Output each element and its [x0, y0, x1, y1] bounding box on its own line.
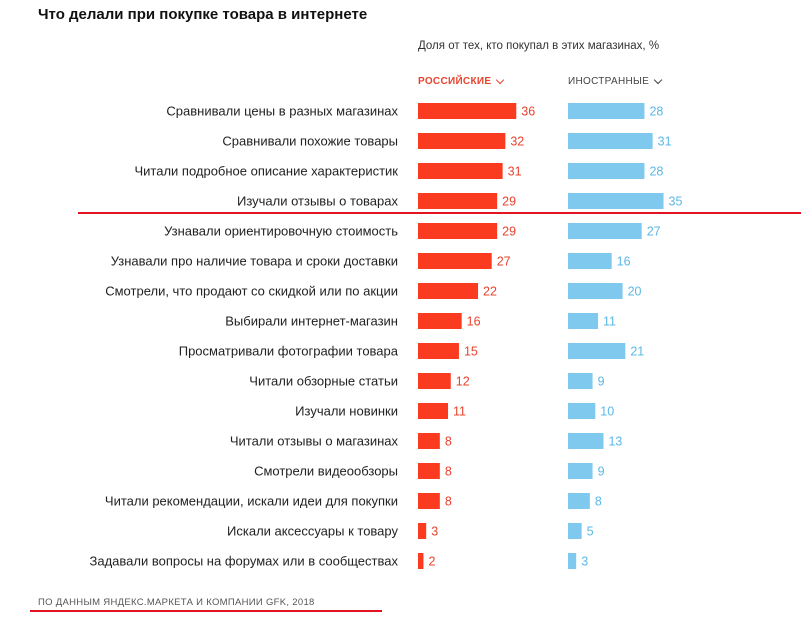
bar-foreign	[568, 103, 645, 119]
bar-foreign	[568, 403, 596, 419]
foreign-column-toggle[interactable]: ИНОСТРАННЫЕ	[568, 75, 663, 87]
value-label-russian: 2	[428, 555, 435, 569]
bar-foreign	[568, 163, 645, 179]
bar-russian	[418, 523, 427, 539]
bar-foreign	[568, 283, 623, 299]
value-label-russian: 31	[508, 165, 522, 179]
category-label: Читали отзывы о магазинах	[230, 434, 399, 449]
value-label-russian: 22	[483, 285, 497, 299]
category-label: Узнавали про наличие товара и сроки дост…	[111, 254, 398, 269]
value-label-foreign: 9	[598, 465, 605, 479]
value-label-foreign: 8	[595, 495, 602, 509]
value-label-russian: 29	[502, 225, 516, 239]
value-label-foreign: 13	[608, 435, 622, 449]
bar-foreign	[568, 493, 590, 509]
russian-column-toggle[interactable]: РОССИЙСКИЕ	[418, 75, 505, 87]
value-label-foreign: 31	[658, 135, 672, 149]
bar-russian	[418, 193, 498, 209]
bar-russian	[418, 223, 498, 239]
value-label-russian: 36	[521, 105, 535, 119]
bar-russian	[418, 373, 451, 389]
category-label: Задавали вопросы на форумах или в сообще…	[90, 554, 399, 569]
bar-foreign	[568, 343, 626, 359]
value-label-russian: 12	[456, 375, 470, 389]
category-label: Смотрели видеообзоры	[254, 464, 398, 479]
bar-russian	[418, 103, 517, 119]
source-underline	[30, 610, 382, 612]
value-label-russian: 11	[453, 405, 466, 419]
category-label: Сравнивали похожие товары	[222, 134, 398, 149]
bar-russian	[418, 433, 440, 449]
value-label-foreign: 5	[587, 525, 594, 539]
value-label-foreign: 21	[630, 345, 644, 359]
bar-russian	[418, 253, 492, 269]
value-label-foreign: 3	[581, 555, 588, 569]
value-label-foreign: 27	[647, 225, 661, 239]
bar-foreign	[568, 553, 577, 569]
value-label-foreign: 9	[598, 375, 605, 389]
bar-foreign	[568, 223, 642, 239]
source-note: ПО ДАННЫМ ЯНДЕКС.МАРКЕТА И КОМПАНИИ GFK,…	[38, 597, 315, 608]
bar-foreign	[568, 313, 599, 329]
bar-russian	[418, 133, 506, 149]
value-label-russian: 8	[445, 495, 452, 509]
bar-russian	[418, 493, 440, 509]
highlight-underline	[78, 212, 801, 214]
category-label: Читали рекомендации, искали идеи для пок…	[105, 494, 398, 509]
russian-column-label: РОССИЙСКИЕ	[418, 76, 492, 87]
value-label-foreign: 20	[628, 285, 642, 299]
value-label-russian: 8	[445, 435, 452, 449]
category-label: Смотрели, что продают со скидкой или по …	[105, 284, 398, 299]
value-label-russian: 32	[510, 135, 524, 149]
category-label: Изучали отзывы о товарах	[237, 194, 399, 209]
category-label: Изучали новинки	[295, 404, 398, 419]
category-label: Просматривали фотографии товара	[179, 344, 399, 359]
value-label-russian: 15	[464, 345, 478, 359]
foreign-column-label: ИНОСТРАННЫЕ	[568, 76, 650, 87]
category-label: Сравнивали цены в разных магазинах	[166, 104, 398, 119]
value-label-russian: 3	[431, 525, 438, 539]
value-label-russian: 16	[467, 315, 481, 329]
bar-foreign	[568, 133, 653, 149]
category-label: Читали подробное описание характеристик	[134, 164, 398, 179]
bar-foreign	[568, 193, 664, 209]
bar-foreign	[568, 253, 612, 269]
category-label: Искали аксессуары к товару	[227, 524, 398, 539]
value-label-russian: 29	[502, 195, 516, 209]
bar-russian	[418, 163, 503, 179]
value-label-foreign: 28	[649, 165, 663, 179]
bar-russian	[418, 283, 479, 299]
bar-russian	[418, 343, 459, 359]
value-label-foreign: 10	[600, 405, 614, 419]
bar-foreign	[568, 433, 604, 449]
category-label: Узнавали ориентировочную стоимость	[164, 224, 398, 239]
value-label-foreign: 11	[603, 315, 616, 329]
bar-foreign	[568, 523, 582, 539]
bar-russian	[418, 313, 462, 329]
category-label: Читали обзорные статьи	[249, 374, 398, 389]
value-label-foreign: 28	[649, 105, 663, 119]
bar-russian	[418, 463, 440, 479]
chart-title: Что делали при покупке товара в интернет…	[38, 6, 368, 23]
bar-russian	[418, 403, 449, 419]
value-label-foreign: 35	[669, 195, 683, 209]
value-label-foreign: 16	[617, 255, 631, 269]
bar-russian	[418, 553, 424, 569]
category-label: Выбирали интернет-магазин	[225, 314, 398, 329]
bar-foreign	[568, 373, 593, 389]
value-label-russian: 27	[497, 255, 511, 269]
value-label-russian: 8	[445, 465, 452, 479]
chart-subtitle: Доля от тех, кто покупал в этих магазина…	[418, 40, 660, 52]
bar-foreign	[568, 463, 593, 479]
